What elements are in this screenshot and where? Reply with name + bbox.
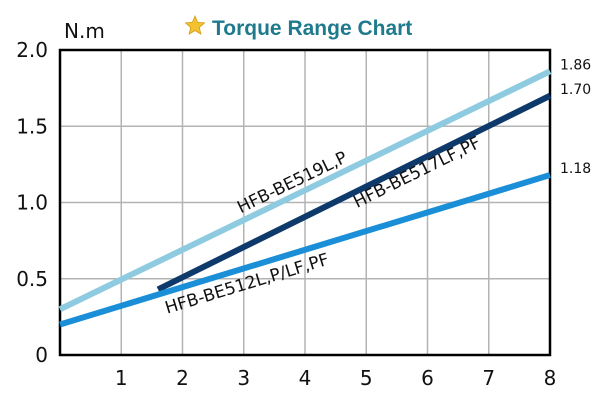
series-line [156,93,552,293]
y-axis-label: N.m [64,19,105,43]
plot-frame [58,48,552,357]
y-tick-label: 0 [35,343,48,367]
x-tick-label: 8 [544,366,557,390]
y-tick-label: 0.5 [16,267,48,291]
x-tick-label: 5 [360,366,373,390]
series-line [58,68,552,312]
end-value-label: 1.18 [560,161,591,177]
series-label: HFB-BE519L,P [234,148,350,218]
y-tick-label: 2.0 [16,38,48,62]
x-tick-label: 6 [421,366,434,390]
end-value-label: 1.86 [560,57,591,73]
x-tick-label: 2 [176,366,189,390]
chart-title-group: Torque Range Chart [184,14,412,40]
star-icon [184,14,206,35]
x-tick-label: 7 [482,366,495,390]
x-tick-label: 4 [299,366,312,390]
y-tick-label: 1.0 [16,191,48,215]
y-tick-label: 1.5 [16,114,48,138]
end-value-label: 1.70 [560,82,591,98]
x-tick-label: 3 [237,366,250,390]
series-line [59,172,551,328]
x-tick-label: 1 [115,366,128,390]
plot-area: 0 0.5 1.0 1.5 2.0 1 2 3 4 5 6 7 8 1.86 1.70 1.18 HFB-BE5… [16,38,591,390]
chart-title: Torque Range Chart [212,17,412,40]
